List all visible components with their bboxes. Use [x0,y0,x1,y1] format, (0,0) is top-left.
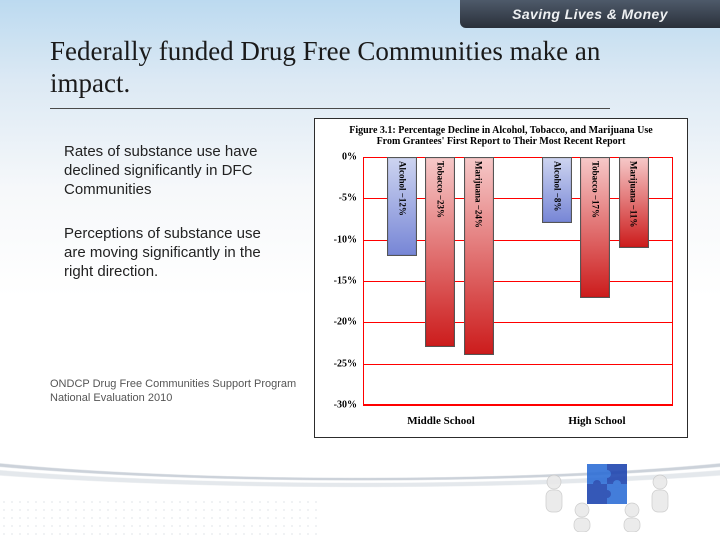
chart-title-line2: From Grantees' First Report to Their Mos… [321,136,681,147]
chart-bar-label: Marijuana −24% [474,161,484,228]
chart-ytick-label: -20% [321,317,357,328]
chart-bar-label: Marijuana −11% [629,161,639,227]
paragraph-2: Perceptions of substance use are moving … [64,224,282,282]
chart-ytick-label: -25% [321,358,357,369]
chart-xaxis-label: Middle School [396,415,486,427]
chart-plot-area: Alcohol −12%Tobacco −23%Marijuana −24%Al… [363,157,673,405]
chart-bar-label: Alcohol −8% [552,161,562,211]
chart-ytick-label: -10% [321,234,357,245]
chart-y-axis: 0%-5%-10%-15%-20%-25%-30% [321,157,361,405]
chart-ytick-label: 0% [321,152,357,163]
chart-gridline [363,405,673,406]
chart-ytick-label: -30% [321,400,357,411]
puzzle-people-art [532,442,682,532]
chart-title-line1: Figure 3.1: Percentage Decline in Alcoho… [321,125,681,136]
chart-group: Alcohol −8% Tobacco −17% Marijuana −11% [527,157,663,405]
chart-ytick-label: -5% [321,193,357,204]
slide-root: Saving Lives & Money Federally funded Dr… [0,0,720,540]
chart-ytick-label: -15% [321,276,357,287]
title-underline [50,108,610,109]
chart-bar-label: Alcohol −12% [397,161,407,216]
citation-text: ONDCP Drug Free Communities Support Prog… [50,378,320,406]
body-text-column: Rates of substance use have declined sig… [64,142,282,305]
paragraph-1: Rates of substance use have declined sig… [64,142,282,200]
chart-group: Alcohol −12% Tobacco −23% Marijuana −24% [372,157,508,405]
chart-bar-label: Tobacco −17% [590,161,600,218]
decor-dots [0,498,317,540]
ribbon-text: Saving Lives & Money [512,6,668,22]
page-title: Federally funded Drug Free Communities m… [50,36,680,100]
chart-bar-label: Tobacco −23% [435,161,445,218]
chart-container: Figure 3.1: Percentage Decline in Alcoho… [314,118,688,438]
chart-xaxis-label: High School [552,415,642,427]
header-ribbon: Saving Lives & Money [460,0,720,28]
